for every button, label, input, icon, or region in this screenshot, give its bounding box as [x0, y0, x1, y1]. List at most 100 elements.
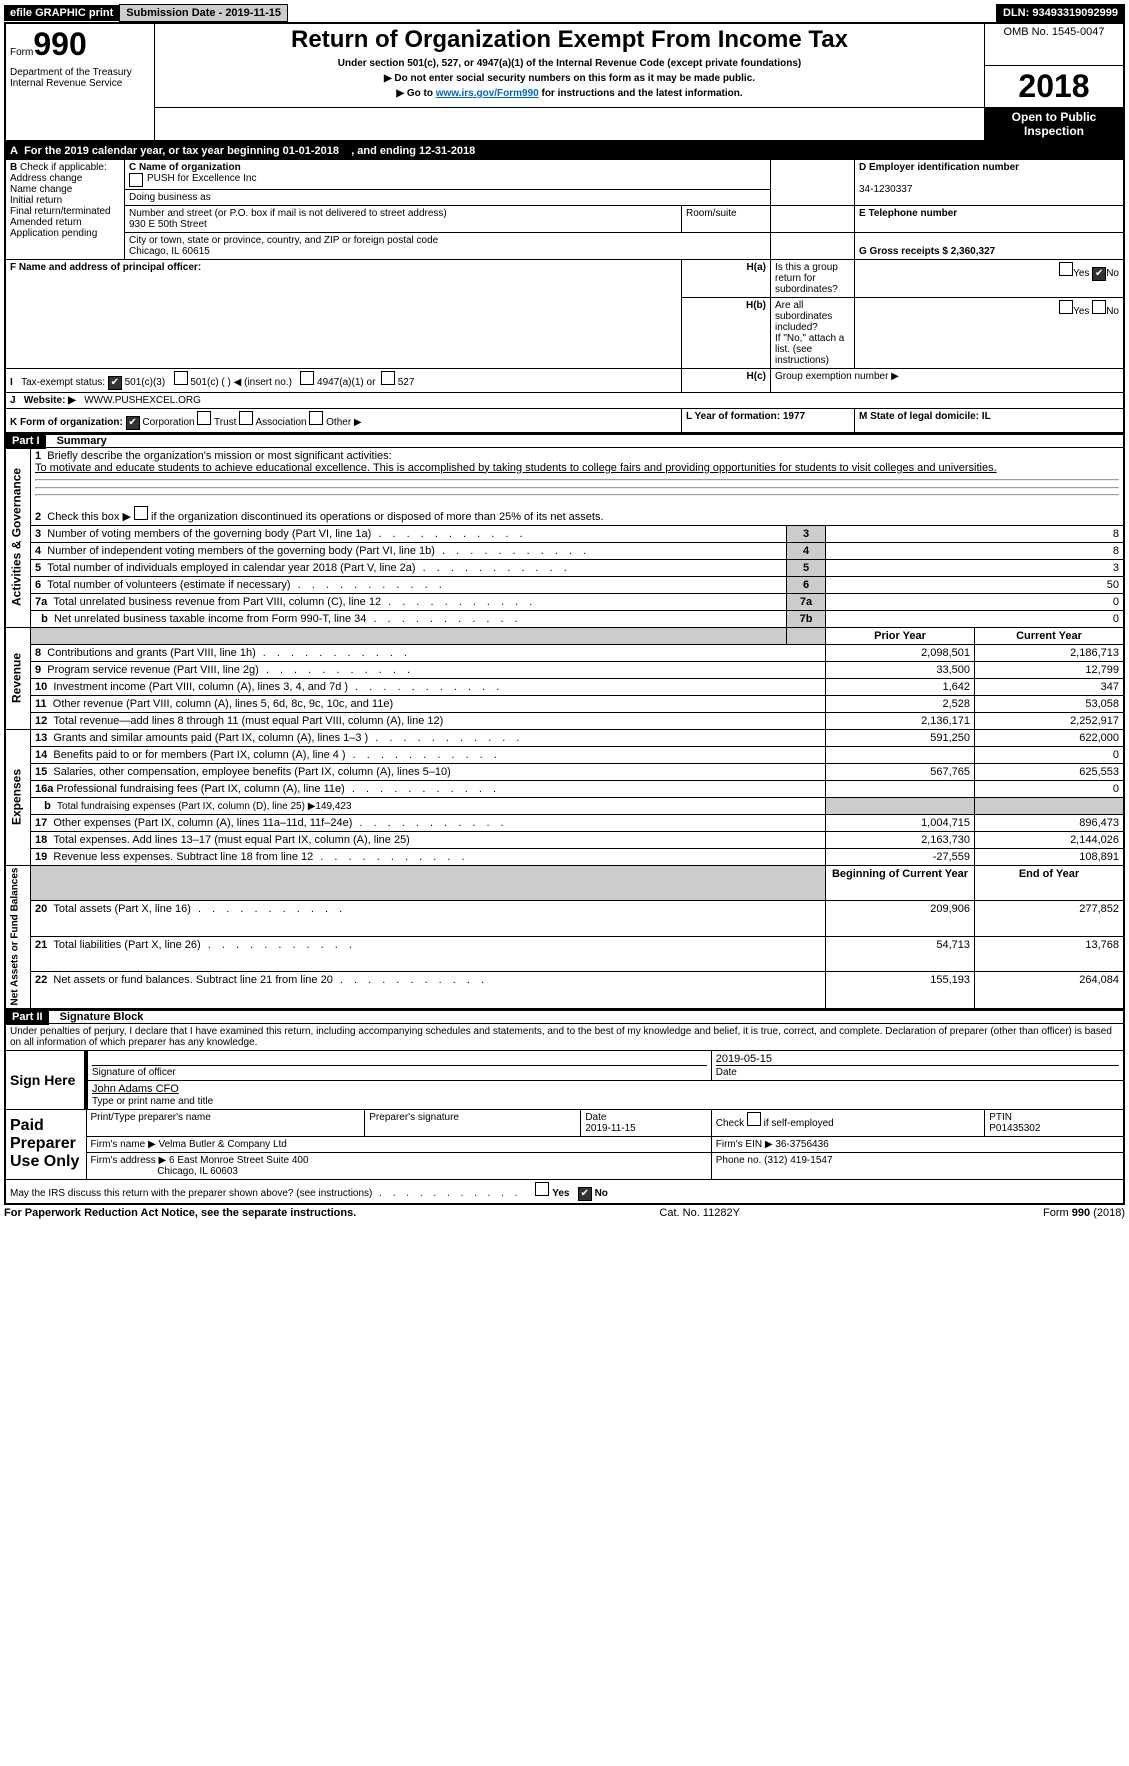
self-emp-check[interactable]: [747, 1112, 761, 1126]
website-value: WWW.PUSHEXCEL.ORG: [84, 395, 201, 406]
paid-prep-label: Paid Preparer Use Only: [5, 1109, 86, 1179]
hb-no-check[interactable]: [1092, 300, 1106, 314]
header-bar: efile GRAPHIC print Submission Date - 20…: [4, 4, 1125, 22]
check-applicable: Check if applicable:: [20, 162, 107, 173]
exp15-py: 567,765: [826, 763, 975, 780]
yes1: Yes: [1073, 268, 1089, 279]
rev9-label: Program service revenue (Part VIII, line…: [47, 664, 414, 676]
exp18-label: Total expenses. Add lines 13–17 (must eq…: [53, 834, 409, 846]
other: Other ▶: [326, 417, 361, 428]
prior-year-header: Prior Year: [826, 627, 975, 644]
row3-val: 8: [826, 525, 1125, 542]
rev10-py: 1,642: [826, 678, 975, 695]
irs-label: Internal Revenue Service: [10, 78, 122, 89]
submission-date: Submission Date - 2019-11-15: [119, 4, 288, 22]
trust-check[interactable]: [197, 411, 211, 425]
row4-label: Number of independent voting members of …: [47, 545, 590, 557]
corp-check[interactable]: ✔: [126, 416, 140, 430]
opt1: 501(c)(3): [125, 377, 166, 388]
perjury-text: Under penalties of perjury, I declare th…: [5, 1023, 1124, 1050]
exp14-label: Benefits paid to or for members (Part IX…: [53, 749, 500, 761]
addr-value: 930 E 50th Street: [129, 219, 207, 230]
exp17-cy: 896,473: [975, 814, 1125, 831]
exp19-label: Revenue less expenses. Subtract line 18 …: [53, 851, 468, 863]
expenses-label: Expenses: [5, 729, 31, 865]
trust: Trust: [214, 417, 236, 428]
cat-no: Cat. No. 11282Y: [659, 1207, 740, 1219]
4947-check[interactable]: [300, 371, 314, 385]
no2: No: [1106, 306, 1119, 317]
exp16a-cy: 0: [975, 780, 1125, 797]
form-footer: Form 990 (2018): [1043, 1207, 1125, 1219]
exp13-cy: 622,000: [975, 729, 1125, 746]
row5-label: Total number of individuals employed in …: [47, 562, 571, 574]
dept-label: Department of the Treasury: [10, 67, 132, 78]
rev11-py: 2,528: [826, 695, 975, 712]
501c-check[interactable]: [174, 371, 188, 385]
final-return: Final return/terminated: [10, 206, 111, 217]
part2-table: Part II Signature Block Under penalties …: [4, 1010, 1125, 1205]
row7b-val: 0: [826, 610, 1125, 627]
form-prefix: Form: [10, 47, 33, 58]
open-public: Open to Public Inspection: [985, 107, 1125, 141]
row5-box: 5: [787, 559, 826, 576]
ha-yes-check[interactable]: [1059, 262, 1073, 276]
assoc-check[interactable]: [239, 411, 253, 425]
part2-title: Signature Block: [52, 1011, 144, 1023]
tax-exempt-label: Tax-exempt status:: [21, 377, 105, 388]
check-self: Check: [716, 1118, 744, 1129]
l-year: L Year of formation: 1977: [686, 411, 805, 422]
eoy-header: End of Year: [975, 865, 1125, 901]
ending: , and ending 12-31-2018: [351, 145, 475, 157]
q2-check[interactable]: [134, 506, 148, 520]
firm-addr: 6 East Monroe Street Suite 400: [169, 1155, 309, 1166]
opt2: 501(c) ( ) ◀ (insert no.): [190, 377, 292, 388]
yes2: Yes: [1073, 306, 1089, 317]
addr-label: Number and street (or P.O. box if mail i…: [129, 208, 447, 219]
exp16a-py: [826, 780, 975, 797]
exp13-py: 591,250: [826, 729, 975, 746]
rev12-py: 2,136,171: [826, 712, 975, 729]
self-emp: if self-employed: [764, 1118, 834, 1129]
website-label: Website: ▶: [24, 395, 76, 406]
exp15-cy: 625,553: [975, 763, 1125, 780]
rev9-py: 33,500: [826, 661, 975, 678]
row3-box: 3: [787, 525, 826, 542]
prep-name-label: Print/Type preparer's name: [86, 1109, 365, 1136]
k-label: K Form of organization:: [10, 417, 123, 428]
q2-text: if the organization discontinued its ope…: [151, 511, 604, 523]
rev8-py: 2,098,501: [826, 644, 975, 661]
calendar-year: For the 2019 calendar year, or tax year …: [24, 145, 339, 157]
row4-box: 4: [787, 542, 826, 559]
row6-label: Total number of volunteers (estimate if …: [47, 579, 446, 591]
app-pending: Application pending: [10, 228, 97, 239]
room-label: Room/suite: [686, 208, 737, 219]
527-check[interactable]: [381, 371, 395, 385]
exp16b-cy: [975, 797, 1125, 814]
q2-prefix: Check this box ▶: [47, 511, 131, 523]
footer: For Paperwork Reduction Act Notice, see …: [4, 1207, 1125, 1219]
rev12-cy: 2,252,917: [975, 712, 1125, 729]
exp17-label: Other expenses (Part IX, column (A), lin…: [53, 817, 507, 829]
officer-name: John Adams CFO: [92, 1083, 179, 1095]
ptin-label: PTIN: [989, 1112, 1012, 1123]
discuss-no-check[interactable]: ✔: [578, 1187, 592, 1201]
501c3-check[interactable]: ✔: [108, 376, 122, 390]
hb-note: If "No," attach a list. (see instruction…: [775, 333, 844, 366]
g-receipts: G Gross receipts $ 2,360,327: [859, 246, 995, 257]
date-label: Date: [716, 1067, 737, 1078]
other-check[interactable]: [309, 411, 323, 425]
row7b-label: Net unrelated business taxable income fr…: [54, 613, 522, 625]
ha-no-check[interactable]: ✔: [1092, 267, 1106, 281]
amended: Amended return: [10, 217, 82, 228]
dln: DLN: 93493319092999: [996, 4, 1125, 22]
discuss-yes-check[interactable]: [535, 1182, 549, 1196]
phone-label: Phone no.: [716, 1155, 762, 1166]
na20-cy: 277,852: [975, 901, 1125, 937]
irs-link[interactable]: www.irs.gov/Form990: [436, 88, 539, 99]
hb-yes-check[interactable]: [1059, 300, 1073, 314]
form-number: 990: [33, 26, 86, 62]
e-phone-label: E Telephone number: [859, 208, 957, 219]
hc-label: Group exemption number ▶: [775, 371, 899, 382]
prep-date: 2019-11-15: [585, 1123, 635, 1134]
